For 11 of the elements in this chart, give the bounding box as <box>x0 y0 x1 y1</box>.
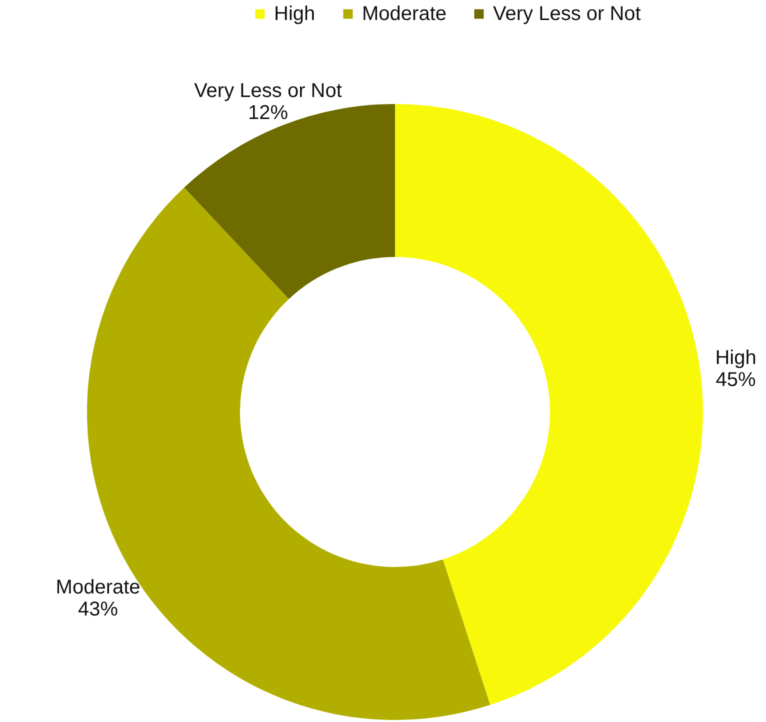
slice-label: High <box>715 347 756 370</box>
data-label: 45% <box>716 369 756 392</box>
donut-slice <box>184 104 395 300</box>
data-label: 43% <box>78 598 118 621</box>
slice-label: Moderate <box>56 576 140 599</box>
legend-label: Moderate <box>362 3 446 25</box>
data-label: 12% <box>248 102 288 124</box>
legend-label: Very Less or Not <box>493 3 642 25</box>
slice-label: Very Less or Not <box>194 80 342 102</box>
legend-label: High <box>274 3 316 25</box>
donut-slice <box>395 104 703 705</box>
